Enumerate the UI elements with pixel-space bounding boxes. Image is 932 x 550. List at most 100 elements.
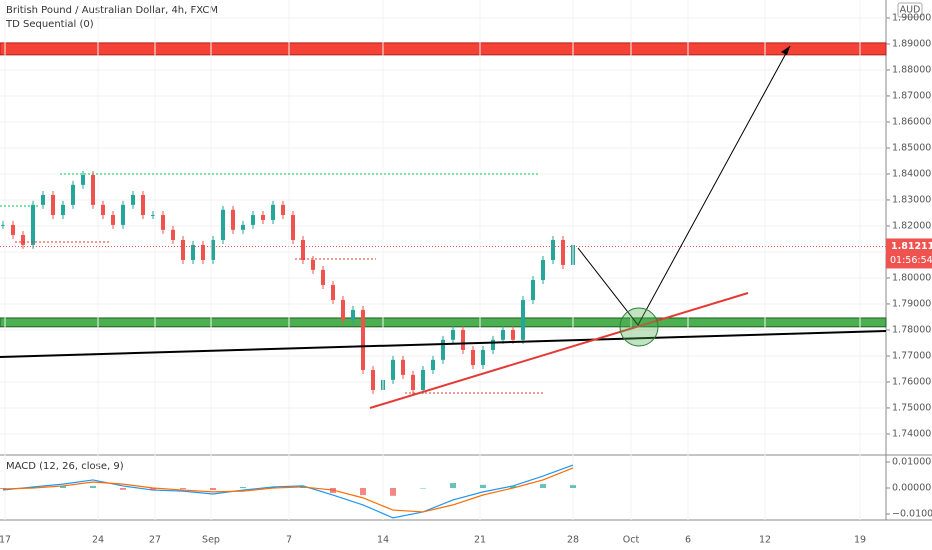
y-tick-label: 1.79000 [892, 298, 931, 309]
candle [161, 215, 165, 230]
candle [411, 374, 415, 390]
y-tick-label: −0.01000 [892, 508, 932, 519]
histogram-bar [30, 486, 36, 488]
histogram-bar [540, 484, 546, 488]
histogram-bar [240, 486, 246, 488]
candle [491, 339, 495, 350]
x-tick-label: 27 [149, 535, 161, 546]
candle [421, 369, 425, 390]
candle [181, 239, 185, 260]
x-tick-label: 6 [685, 535, 691, 546]
y-tick-label: 1.78000 [892, 324, 931, 335]
histogram-bar [150, 487, 156, 491]
histogram-bar [420, 487, 426, 489]
candle [351, 309, 355, 321]
candle [311, 260, 315, 270]
candle [341, 300, 345, 321]
y-tick-label: 1.87000 [892, 90, 931, 101]
x-tick-label: 12 [759, 535, 771, 546]
histogram-bar [60, 486, 66, 488]
x-tick-label: Sep [202, 535, 220, 546]
support-trend-line [369, 292, 749, 409]
y-tick-label: 1.89000 [892, 38, 931, 49]
candle [51, 195, 55, 216]
projection-arrow [577, 45, 791, 326]
y-tick-label: 1.82000 [892, 220, 931, 231]
support-zone [0, 317, 887, 328]
candle [451, 329, 455, 340]
candle [371, 369, 375, 390]
x-tick-label: 14 [377, 535, 389, 546]
x-tick-label: Oct [623, 535, 640, 546]
candle [1, 224, 5, 226]
candle [431, 359, 435, 370]
candle [101, 204, 105, 216]
candle [441, 339, 445, 360]
candle [551, 239, 555, 260]
x-tick-label: 7 [286, 535, 292, 546]
x-tick-label: 21 [474, 535, 486, 546]
candle [221, 209, 225, 240]
candle [81, 174, 85, 185]
candle [511, 329, 515, 340]
macd-line [2, 464, 574, 519]
y-tick-label: 1.74000 [892, 428, 931, 439]
candle [271, 204, 275, 220]
candle [21, 235, 25, 245]
y-tick-label: 1.84000 [892, 168, 931, 179]
candle [391, 359, 395, 380]
histogram-bar [210, 487, 216, 491]
y-tick-label: 1.90000 [892, 12, 931, 23]
currency-box[interactable] [897, 2, 923, 18]
candle [261, 215, 265, 220]
x-tick-label: 17 [0, 535, 11, 546]
candle [501, 329, 505, 340]
histogram-bar [90, 485, 96, 488]
y-tick-label: 1.80000 [892, 272, 931, 283]
histogram-bar [300, 486, 306, 488]
candle [71, 184, 75, 205]
y-tick-label: 1.88000 [892, 64, 931, 75]
candle [291, 215, 295, 240]
histogram-bar [270, 486, 276, 488]
histogram-bar [450, 483, 456, 488]
candle [141, 195, 145, 216]
candle [231, 209, 235, 230]
candle [401, 359, 405, 375]
histogram-bar [180, 487, 186, 490]
candle [111, 215, 115, 225]
y-tick-label: 1.77000 [892, 350, 931, 361]
target-circle [619, 307, 659, 347]
candle [151, 215, 155, 217]
y-tick-label: 1.75000 [892, 402, 931, 413]
histogram-bar [480, 484, 486, 488]
candle [521, 300, 525, 340]
resistance-zone [0, 42, 887, 56]
candle [301, 239, 305, 260]
histogram-bar [510, 485, 516, 488]
last-price-label: 1.81211 [891, 241, 932, 252]
candle [171, 229, 175, 240]
candle [61, 204, 65, 216]
candle [481, 349, 485, 366]
candle [561, 239, 565, 265]
countdown-label: 01:56:54 [890, 255, 932, 266]
currency-label: AUD [900, 5, 921, 16]
macd-title: MACD (12, 26, close, 9) [6, 461, 124, 472]
candle [541, 260, 545, 281]
candle [331, 284, 335, 301]
candle [191, 244, 195, 260]
candle [41, 195, 45, 205]
candle [11, 224, 15, 236]
candle [321, 269, 325, 285]
trend-line [0, 330, 887, 358]
y-tick-label: 1.85000 [892, 142, 931, 153]
histogram-bar [360, 487, 366, 496]
histogram-bar [390, 487, 396, 496]
macd-line [2, 467, 574, 513]
histogram-bar [120, 487, 126, 490]
histogram-bar [330, 487, 336, 493]
histogram-bar [0, 487, 6, 490]
